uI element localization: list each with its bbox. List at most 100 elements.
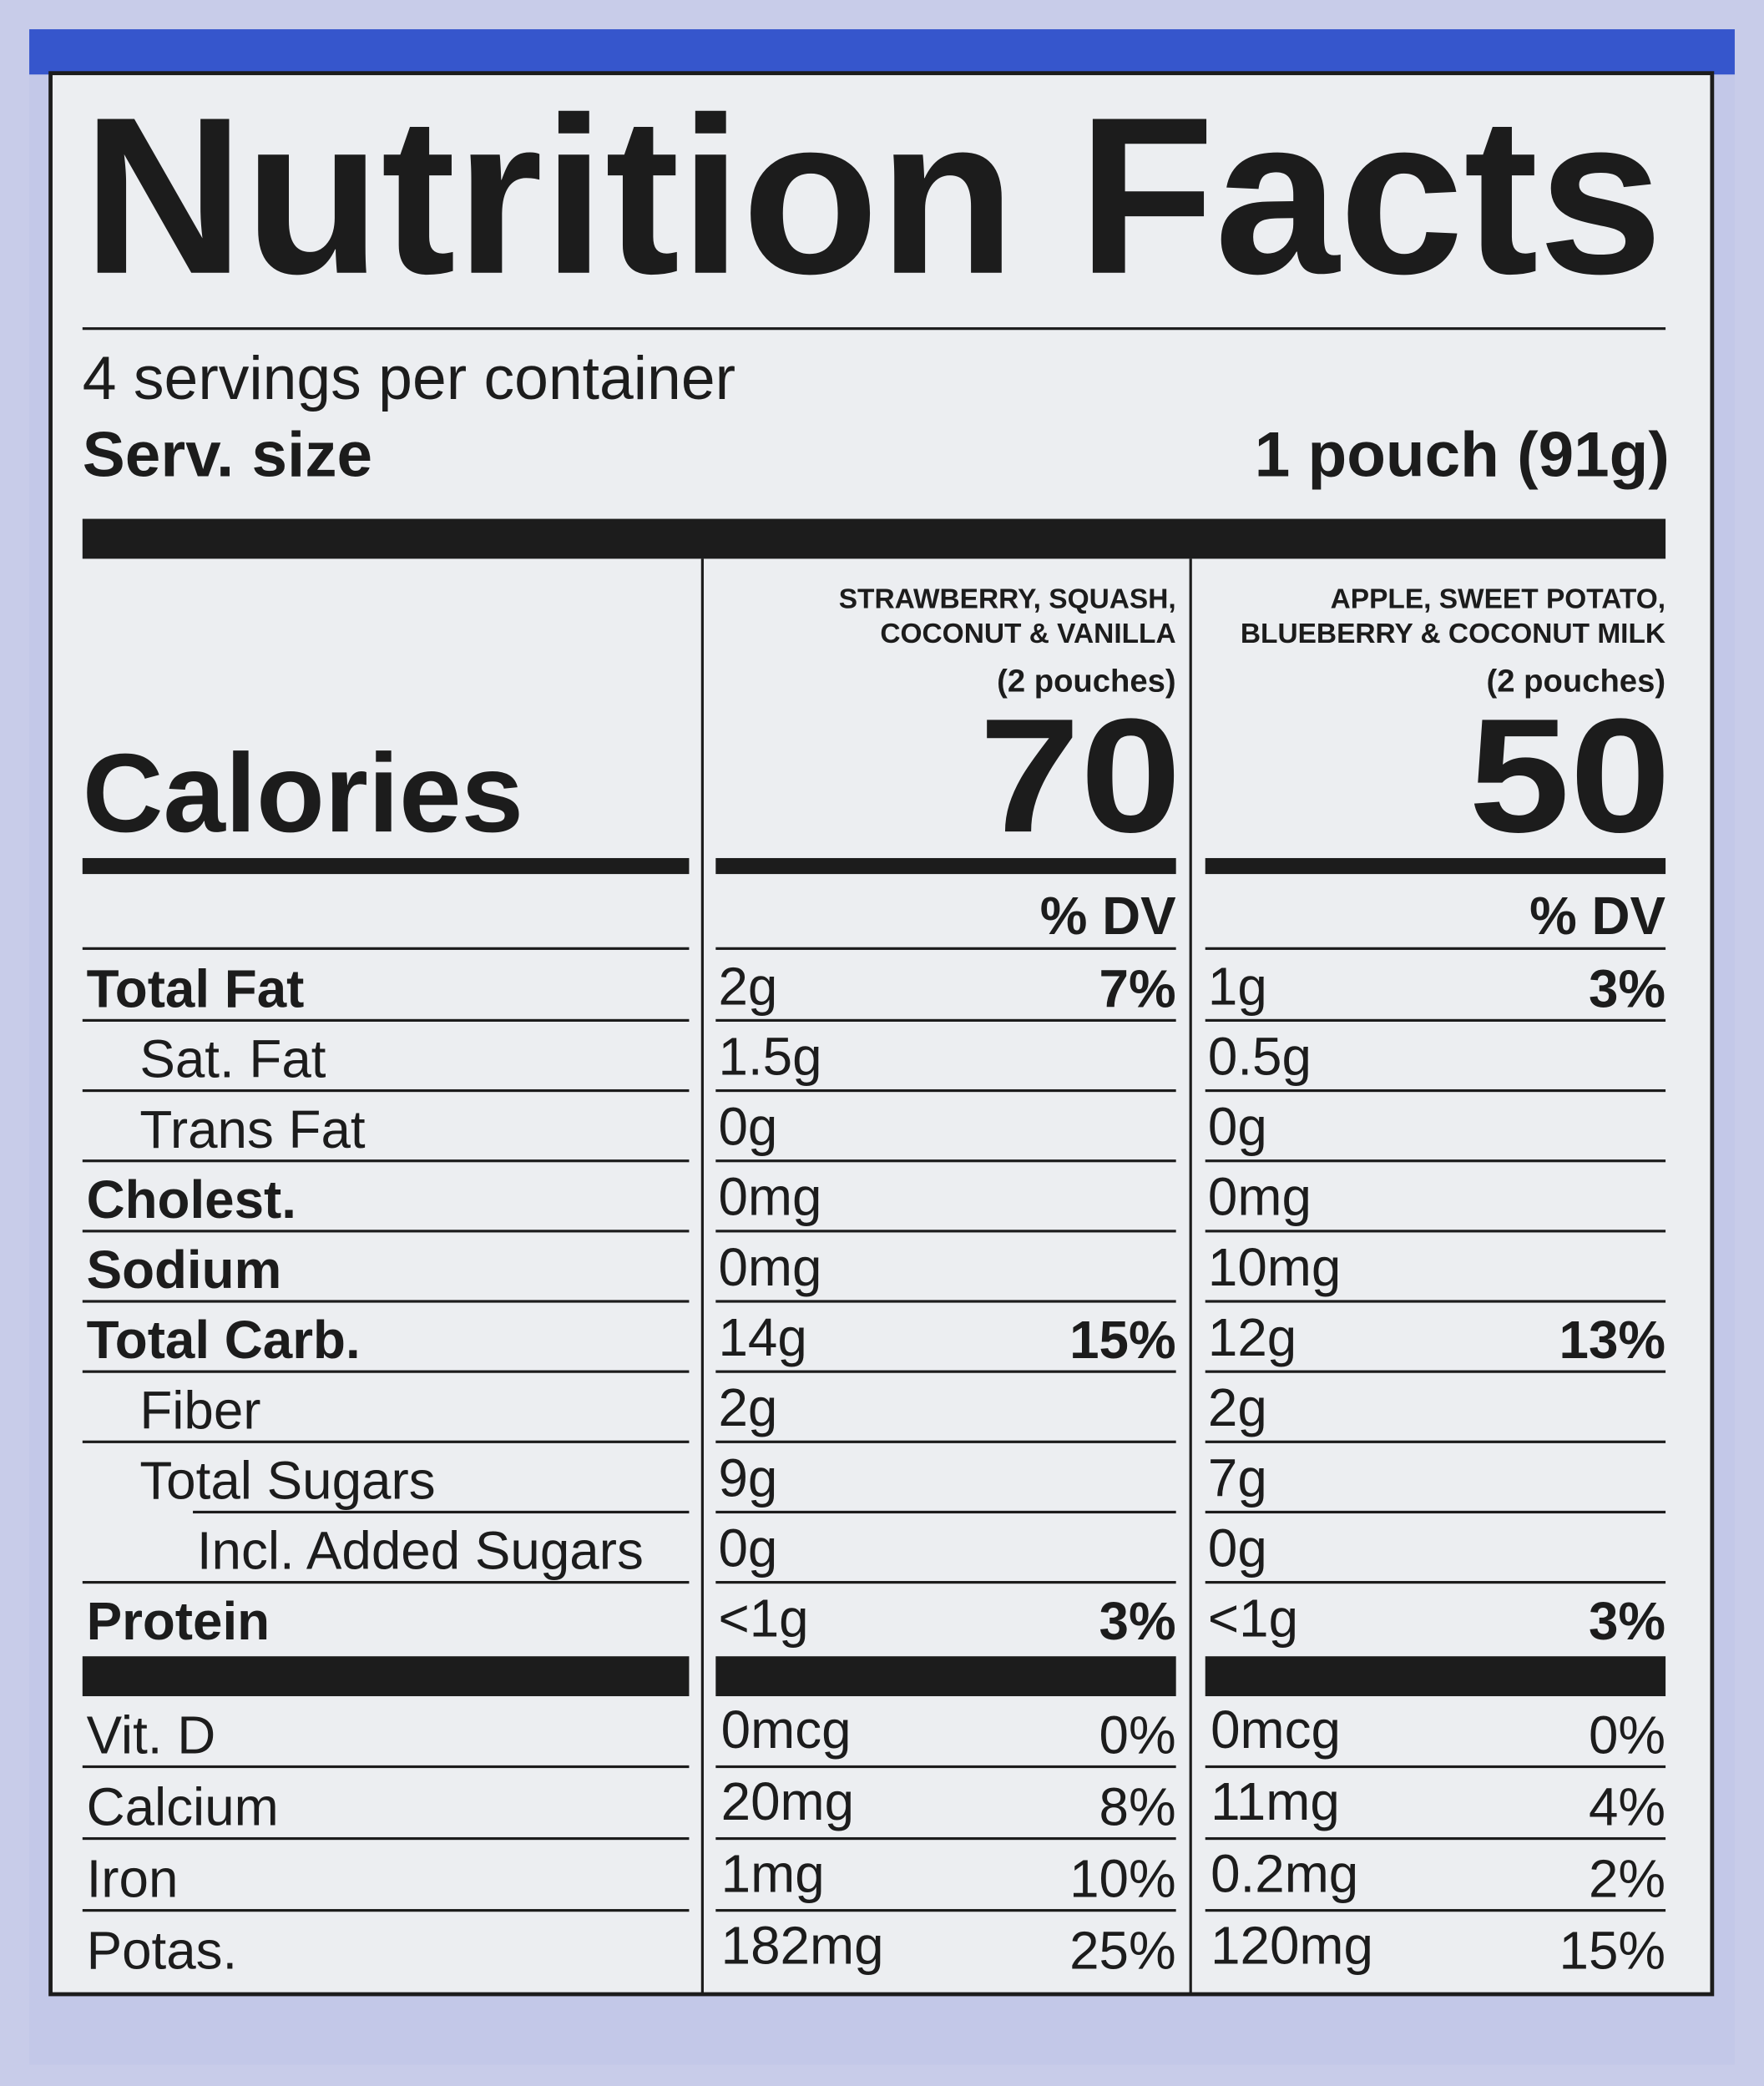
serving-size-value: 1 pouch (91g) — [1255, 420, 1670, 491]
rule — [82, 327, 1666, 331]
rule — [715, 1088, 1176, 1093]
amount: 1.5g — [718, 1026, 821, 1086]
nutrient-label: Total Sugars — [139, 1451, 435, 1511]
rule — [715, 1510, 1176, 1514]
percent-dv: 15% — [1069, 1310, 1176, 1370]
servings: 4 servings per container — [83, 344, 735, 412]
calories-label: Calories — [83, 731, 523, 856]
rule — [715, 1581, 1176, 1584]
nutrient-label: Cholest. — [87, 1169, 296, 1230]
rule — [82, 857, 690, 875]
amount: 0mg — [718, 1167, 821, 1227]
rule — [1205, 1836, 1666, 1841]
rule — [715, 1300, 1176, 1303]
rule — [82, 1088, 690, 1093]
amount: 14g — [718, 1307, 806, 1367]
amount: 2g — [1208, 1377, 1267, 1437]
rule — [715, 1440, 1176, 1443]
rule — [1205, 1581, 1666, 1584]
rule — [1205, 947, 1666, 950]
calories-value: 70 — [979, 685, 1181, 866]
rule — [193, 1510, 690, 1514]
serving-size-label: Serv. size — [83, 420, 372, 491]
column-divider — [700, 558, 704, 1993]
nutrient-label: Sat. Fat — [139, 1029, 326, 1089]
percent-dv: 0% — [1099, 1705, 1176, 1765]
percent-dv: 25% — [1069, 1921, 1176, 1981]
rule — [1205, 1370, 1666, 1373]
rule — [1205, 1088, 1666, 1093]
amount: 10mg — [1208, 1237, 1341, 1297]
amount: 0g — [1208, 1518, 1267, 1578]
rule — [82, 1370, 690, 1373]
rule — [1205, 1440, 1666, 1443]
amount: 0mcg — [721, 1700, 852, 1760]
title: Nutrition Facts — [83, 71, 1663, 321]
amount: 0.2mg — [1211, 1843, 1358, 1903]
nutrient-label: Sodium — [87, 1240, 282, 1300]
rule — [1205, 1765, 1666, 1769]
rule — [82, 1230, 690, 1233]
amount: 20mg — [721, 1771, 854, 1831]
rule — [82, 1300, 690, 1303]
rule — [1205, 1510, 1666, 1514]
rule — [1205, 1656, 1666, 1697]
blue-band — [29, 29, 1735, 75]
amount: 0mcg — [1211, 1700, 1341, 1760]
percent-dv: 3% — [1589, 1591, 1665, 1651]
nutrient-label: Fiber — [139, 1380, 260, 1440]
rule — [715, 1765, 1176, 1769]
amount: 9g — [718, 1447, 777, 1508]
percent-dv: 3% — [1589, 958, 1665, 1018]
amount: 2g — [718, 1377, 777, 1437]
rule — [82, 1765, 690, 1769]
rule — [715, 1230, 1176, 1233]
rule — [82, 1656, 690, 1697]
percent-dv: 7% — [1099, 958, 1176, 1018]
amount: 182mg — [721, 1915, 884, 1975]
thick-bar — [82, 518, 1666, 559]
amount: 1g — [1208, 956, 1267, 1016]
amount: 0.5g — [1208, 1026, 1312, 1086]
percent-dv: 15% — [1559, 1921, 1666, 1981]
nutrient-label: Total Fat — [87, 958, 305, 1018]
rule — [82, 1018, 690, 1022]
amount: 0mg — [718, 1237, 821, 1297]
vitamin-label: Potas. — [87, 1921, 238, 1981]
amount: 7g — [1208, 1447, 1267, 1508]
amount: <1g — [1208, 1588, 1298, 1649]
dv-header: % DV — [1529, 886, 1665, 946]
amount: <1g — [718, 1588, 808, 1649]
rule — [1205, 1909, 1666, 1912]
amount: 0g — [1208, 1097, 1267, 1157]
rule — [715, 1018, 1176, 1022]
amount: 120mg — [1211, 1915, 1373, 1975]
amount: 11mg — [1211, 1771, 1340, 1831]
portion: (2 pouches) — [1487, 664, 1666, 700]
vitamin-label: Calcium — [87, 1777, 279, 1837]
nutrient-label: Total Carb. — [87, 1310, 361, 1370]
percent-dv: 3% — [1099, 1591, 1176, 1651]
rule — [715, 1909, 1176, 1912]
column-name: APPLE, SWEET POTATO, — [1331, 583, 1665, 614]
nutrient-label: Incl. Added Sugars — [197, 1521, 644, 1581]
percent-dv: 8% — [1099, 1777, 1176, 1837]
column-name: STRAWBERRY, SQUASH, — [839, 583, 1176, 614]
rule — [715, 857, 1176, 875]
rule — [715, 947, 1176, 950]
rule — [715, 1836, 1176, 1841]
percent-dv: 4% — [1589, 1777, 1665, 1837]
dv-header: % DV — [1040, 886, 1176, 946]
percent-dv: 10% — [1069, 1849, 1176, 1909]
nutrient-label: Trans Fat — [139, 1099, 366, 1159]
amount: 0mg — [1208, 1167, 1312, 1227]
rule — [1205, 1300, 1666, 1303]
vitamin-label: Vit. D — [87, 1705, 216, 1765]
rule — [1205, 857, 1666, 875]
amount: 2g — [718, 956, 777, 1016]
nutrient-label: Protein — [87, 1591, 270, 1651]
vitamin-label: Iron — [87, 1849, 179, 1909]
calories-value: 50 — [1468, 685, 1670, 866]
